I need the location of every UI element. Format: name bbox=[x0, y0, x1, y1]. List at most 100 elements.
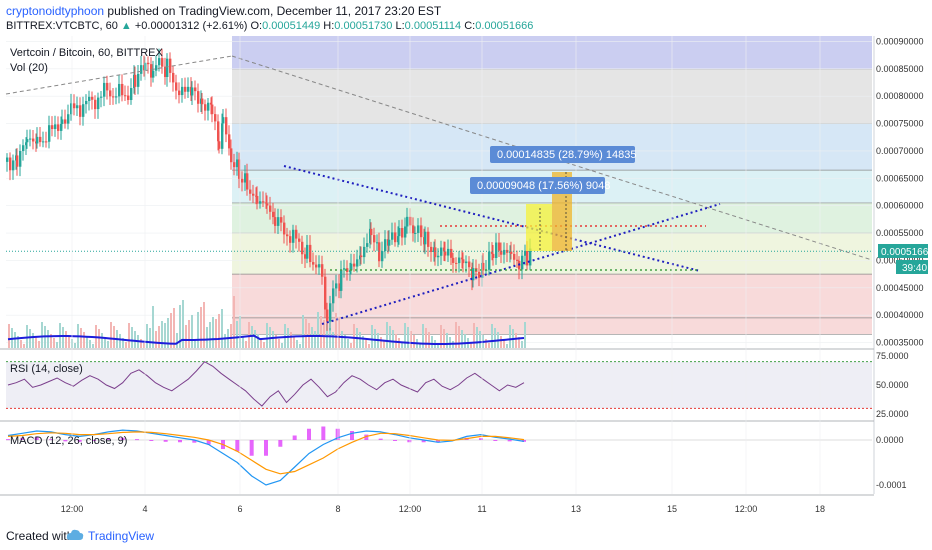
volume-bar bbox=[86, 336, 88, 348]
volume-bar bbox=[242, 337, 244, 348]
candle-body bbox=[274, 217, 277, 226]
macd-title: MACD (12, 26, close, 9) bbox=[10, 435, 127, 447]
volume-bar bbox=[134, 331, 136, 348]
volume-bar bbox=[464, 334, 466, 348]
annotation-box-1[interactable]: 0.00014835 (28.79%) 14835 bbox=[490, 146, 636, 163]
volume-bar bbox=[506, 344, 508, 348]
candle-body bbox=[61, 119, 64, 124]
candle-body bbox=[54, 124, 57, 130]
volume-bar bbox=[140, 339, 142, 348]
candle-body bbox=[233, 162, 236, 168]
candle-body bbox=[262, 201, 265, 203]
candle-body bbox=[26, 139, 29, 143]
candle-body bbox=[359, 255, 362, 260]
volume-bar bbox=[317, 312, 319, 348]
candle-body bbox=[210, 102, 213, 105]
volume-bar bbox=[437, 344, 439, 348]
volume-bar bbox=[8, 324, 10, 348]
volume-bar bbox=[323, 320, 325, 348]
volume-bar bbox=[461, 330, 463, 348]
candle-body bbox=[272, 211, 275, 218]
volume-bar bbox=[518, 337, 520, 348]
volume-bar bbox=[524, 322, 526, 348]
candle-body bbox=[244, 173, 247, 183]
volume-bar bbox=[212, 317, 214, 348]
price-tick-label: 0.00090000 bbox=[876, 36, 924, 46]
candle-body bbox=[181, 86, 184, 96]
macd-histogram-bar bbox=[393, 440, 397, 441]
volume-bar bbox=[92, 344, 94, 348]
time-tick-label: 18 bbox=[815, 504, 825, 514]
candle-body bbox=[444, 251, 447, 256]
volume-bar bbox=[494, 328, 496, 348]
candle-body bbox=[25, 142, 28, 146]
close-value: 0.00051666 bbox=[475, 20, 534, 32]
volume-bar bbox=[89, 340, 91, 348]
candle-body bbox=[76, 105, 79, 109]
candle-body bbox=[64, 119, 67, 124]
candle-body bbox=[346, 268, 349, 272]
volume-bar bbox=[254, 330, 256, 348]
candle-body bbox=[9, 157, 12, 171]
candle-body bbox=[381, 251, 384, 262]
candle-body bbox=[360, 255, 363, 258]
candle-body bbox=[221, 123, 224, 149]
macd-histogram-bar bbox=[20, 437, 25, 440]
volume-bar bbox=[410, 331, 412, 348]
candle-body bbox=[19, 151, 22, 167]
volume-bar bbox=[311, 327, 313, 348]
candle-body bbox=[318, 264, 321, 268]
candle-body bbox=[350, 263, 353, 271]
low-label: L: bbox=[395, 20, 405, 32]
time-tick-label: 12:00 bbox=[61, 504, 84, 514]
macd-histogram-bar bbox=[206, 440, 211, 445]
candle-body bbox=[491, 251, 494, 254]
candle-body bbox=[524, 250, 527, 256]
candle-body bbox=[16, 155, 19, 167]
chart-canvas[interactable]: 0.00090000 0.00085000 0.00080000 0.00075000… bbox=[0, 36, 932, 522]
macd-histogram-bar bbox=[407, 440, 412, 443]
candle-body bbox=[343, 268, 346, 270]
volume-bar bbox=[263, 342, 265, 348]
tradingview-link[interactable]: TradingView bbox=[88, 529, 155, 543]
candle-body bbox=[356, 259, 359, 267]
candle-body bbox=[265, 202, 268, 204]
candle-body bbox=[500, 250, 503, 255]
candle-body bbox=[121, 83, 124, 96]
volume-bar bbox=[167, 318, 169, 348]
countdown-value: 39:40 bbox=[902, 263, 927, 274]
volume-bar bbox=[218, 314, 220, 348]
candle-body bbox=[465, 261, 468, 264]
candle-body bbox=[29, 138, 32, 140]
candle-body bbox=[298, 238, 301, 242]
volume-bar bbox=[332, 332, 334, 348]
candle-body bbox=[236, 159, 239, 168]
candle-body bbox=[384, 239, 387, 252]
last-price-tag: 0.00051666 39:40 bbox=[878, 244, 932, 274]
published-text: published on TradingView.com, December 1… bbox=[107, 4, 442, 18]
author-link[interactable]: cryptonoidtyphoon bbox=[6, 4, 105, 18]
candle-body bbox=[503, 249, 506, 255]
annotation-box-2[interactable]: 0.00009048 (17.56%) 9048 bbox=[470, 177, 610, 194]
candle-body bbox=[39, 136, 42, 143]
candle-body bbox=[369, 228, 372, 244]
volume-bar bbox=[131, 327, 133, 348]
volume-bar bbox=[200, 307, 202, 348]
candle-body bbox=[57, 124, 60, 131]
candle-body bbox=[201, 98, 204, 105]
volume-bar bbox=[224, 334, 226, 348]
candle-body bbox=[230, 148, 233, 163]
volume-bar bbox=[380, 337, 382, 348]
candle-body bbox=[246, 173, 249, 190]
candle-body bbox=[12, 160, 15, 171]
candle-body bbox=[417, 225, 420, 233]
macd-histogram-bar bbox=[493, 440, 498, 441]
candle-body bbox=[398, 228, 401, 237]
candle-body bbox=[94, 99, 97, 110]
macd-histogram-bar bbox=[507, 440, 512, 442]
volume-bar bbox=[104, 337, 106, 348]
volume-bar bbox=[113, 326, 115, 348]
volume-bar bbox=[386, 322, 388, 348]
candle-body bbox=[103, 82, 106, 97]
volume-bar bbox=[206, 327, 208, 348]
